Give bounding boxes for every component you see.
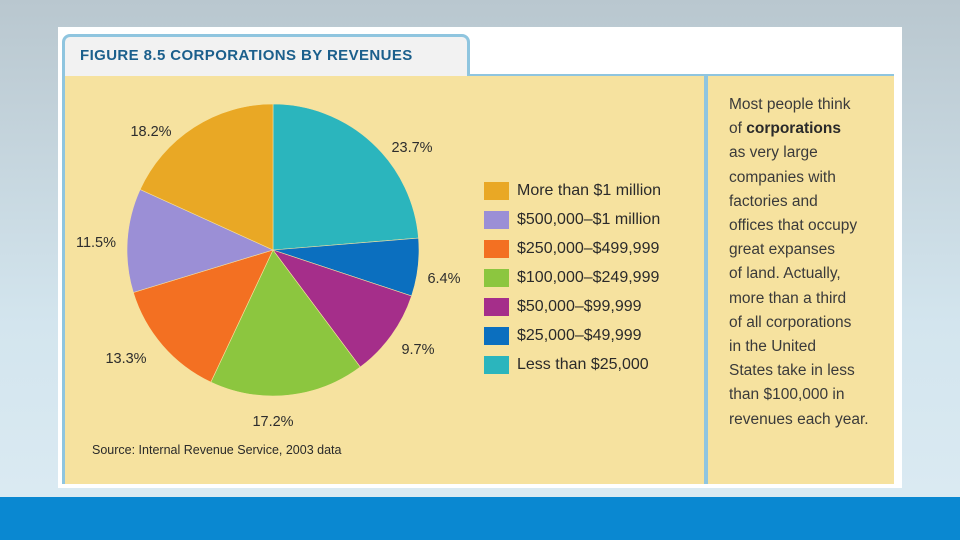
side-text-line: of all corporations [729, 313, 852, 331]
side-text-line: offices that occupy [729, 217, 858, 235]
slice-value-label: 17.2% [252, 414, 293, 430]
side-text-line: factories and [729, 192, 818, 210]
pie-slice [126, 189, 274, 293]
slice-value-label: 9.7% [401, 342, 434, 358]
legend-swatch [484, 326, 509, 345]
side-text-line: Most people think [729, 96, 851, 113]
legend-item: $100,000–$249,999 [484, 263, 661, 292]
panel-divider [704, 76, 708, 484]
legend-item: $500,000–$1 million [484, 205, 661, 234]
legend-label: $500,000–$1 million [517, 210, 661, 228]
legend-swatch [484, 268, 509, 287]
slice-value-label: 18.2% [130, 124, 171, 140]
legend-item: Less than $25,000 [484, 350, 661, 379]
side-text-line: companies with [729, 168, 836, 186]
side-text-line: of corporations [729, 120, 841, 138]
source-note: Source: Internal Revenue Service, 2003 d… [92, 443, 342, 457]
side-text-line: great expanses [729, 241, 835, 259]
legend-swatch [484, 239, 509, 258]
pie-slice [210, 249, 361, 397]
legend-item: More than $1 million [484, 176, 661, 205]
side-text-line: of land. Actually, [729, 265, 841, 283]
legend-swatch [484, 355, 509, 374]
slice-value-label: 11.5% [76, 235, 116, 251]
side-text-line: more than a third [729, 289, 847, 307]
legend-swatch [484, 210, 509, 229]
bottom-bar [0, 497, 960, 540]
legend-label: Less than $25,000 [517, 355, 649, 373]
legend-label: $100,000–$249,999 [517, 268, 660, 286]
legend-label: More than $1 million [517, 181, 662, 199]
side-text-line: in the United [729, 338, 817, 356]
legend-item: $50,000–$99,999 [484, 292, 661, 321]
pie-slice [132, 249, 274, 383]
side-text-line: as very large [729, 144, 818, 162]
legend-item: $25,000–$49,999 [484, 321, 661, 350]
legend-label: $25,000–$49,999 [517, 326, 642, 344]
pie-slice [139, 103, 274, 251]
slice-value-label: 13.3% [105, 351, 146, 367]
side-text-line: than $100,000 in [729, 386, 845, 404]
legend-label: $250,000–$499,999 [517, 239, 660, 257]
side-text: Most people think of corporations as very … [729, 93, 894, 432]
figure-title: FIGURE 8.5 CORPORATIONS BY REVENUES [80, 47, 413, 64]
slice-value-label: 23.7% [391, 140, 432, 156]
legend-item: $250,000–$499,999 [484, 234, 661, 263]
pie-slice [272, 103, 419, 251]
side-text-emphasis: corporations [746, 120, 841, 138]
panel-border [470, 74, 894, 77]
side-text-line: revenues each year. [729, 410, 869, 428]
figure-tab [62, 34, 470, 78]
text-panel [708, 76, 894, 484]
legend-label: $50,000–$99,999 [517, 297, 642, 315]
legend-swatch [484, 297, 509, 316]
slice-value-label: 6.4% [427, 271, 460, 287]
side-text-line: States take in less [729, 362, 855, 380]
pie-slice [272, 249, 412, 368]
legend-swatch [484, 181, 509, 200]
chart-legend: More than $1 million $500,000–$1 million $… [484, 176, 661, 379]
